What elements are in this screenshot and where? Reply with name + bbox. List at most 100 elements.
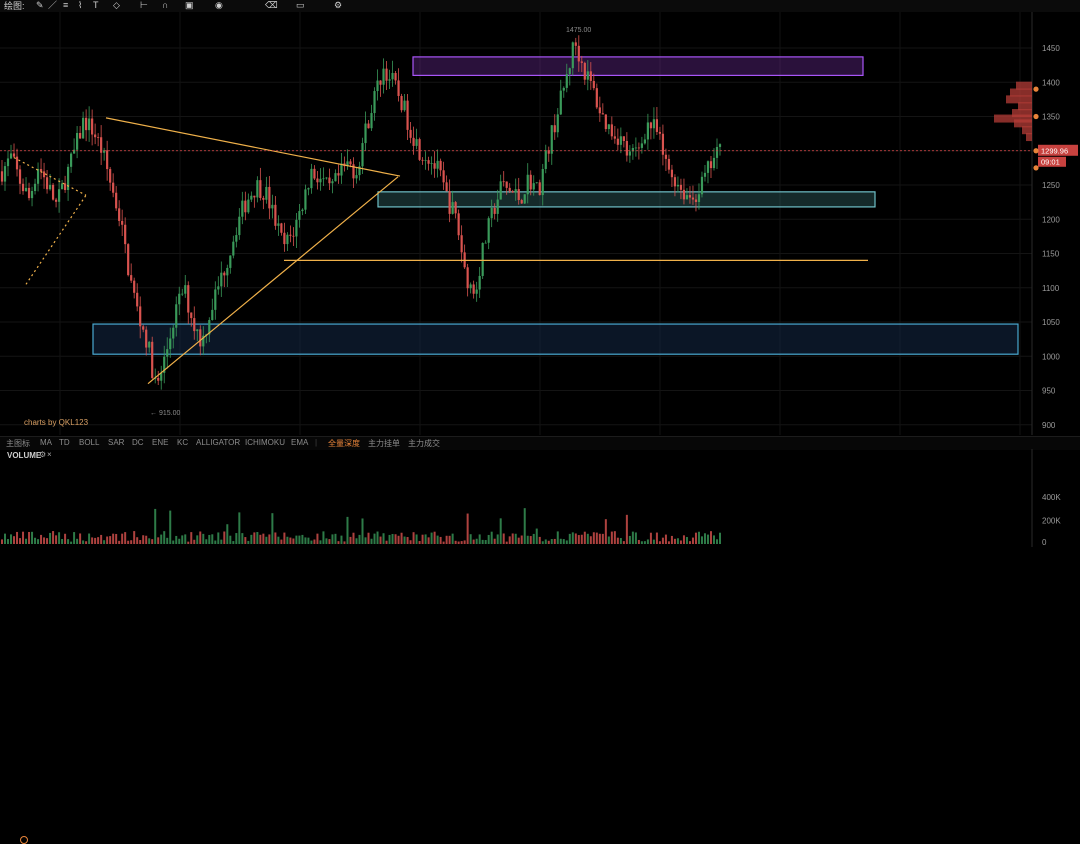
volume-bar: [685, 537, 688, 544]
volume-bar: [382, 533, 385, 544]
price-tick-label: 1150: [1042, 250, 1060, 259]
volume-bar: [715, 539, 718, 544]
indicator-sar[interactable]: SAR: [108, 438, 125, 447]
delete-icon[interactable]: ⌫: [265, 0, 278, 10]
candle-body: [628, 151, 631, 156]
indicator-boll[interactable]: BOLL: [79, 438, 100, 447]
volume-bar: [430, 532, 433, 544]
volume-bar: [166, 537, 169, 544]
volume-bar: [535, 528, 538, 544]
volume-bar: [226, 524, 229, 544]
indicator-kc[interactable]: KC: [177, 438, 189, 447]
watermark: charts by QKL123: [10, 418, 88, 844]
descending-trendline: [105, 117, 401, 177]
candle-body: [328, 177, 331, 184]
volume-bar: [679, 540, 682, 544]
volume-settings-icon[interactable]: ⚙: [39, 450, 47, 459]
volume-bar: [268, 534, 271, 544]
volume-bar: [553, 538, 556, 544]
volume-bar: [508, 536, 511, 544]
candle-body: [42, 171, 46, 178]
candle-body: [253, 195, 256, 198]
indicator-main-orders[interactable]: 主力挂单: [368, 439, 400, 448]
fib-icon[interactable]: ≡: [63, 0, 69, 10]
candle-body: [175, 304, 178, 328]
volume-bar: [541, 541, 544, 544]
volume-bar: [223, 531, 226, 544]
volume-bar: [484, 540, 487, 544]
volume-bar: [241, 533, 244, 544]
indicator-alligator[interactable]: ALLIGATOR: [196, 438, 241, 447]
volume-bar: [595, 532, 598, 544]
volume-bar: [337, 541, 340, 544]
screenshot-icon[interactable]: ▭: [296, 0, 305, 10]
volume-bar: [247, 540, 250, 544]
price-tick-label: 1050: [1042, 318, 1060, 327]
candle-body: [181, 293, 184, 295]
lock-icon[interactable]: ▣: [185, 0, 194, 10]
candle-body: [66, 166, 70, 190]
volume-bar: [16, 531, 19, 544]
pencil-icon[interactable]: ✎: [36, 0, 44, 10]
volume-bar: [523, 508, 526, 544]
volume-bar: [355, 538, 358, 544]
eye-icon[interactable]: ◉: [215, 0, 223, 10]
candle-body: [145, 329, 148, 348]
volume-bar: [118, 540, 121, 544]
trendlines: [0, 117, 1032, 385]
candle-body: [94, 134, 97, 138]
candle-body: [622, 136, 625, 142]
candle-body: [361, 143, 364, 167]
brush-icon[interactable]: ⌇: [78, 0, 83, 10]
volume-bar: [442, 541, 445, 544]
candle-body: [625, 141, 628, 156]
candle-body: [79, 132, 82, 139]
candle-body: [640, 143, 643, 148]
settings-icon[interactable]: ⚙: [334, 0, 343, 10]
line-icon[interactable]: ／: [48, 0, 58, 10]
candle-body: [667, 158, 671, 170]
indicator-full-depth[interactable]: 全量深度: [328, 439, 360, 448]
indicator-ma[interactable]: MA: [40, 438, 52, 447]
text-icon[interactable]: T: [93, 0, 99, 10]
volume-bar: [91, 537, 94, 544]
volume-bar: [640, 541, 643, 544]
indicator-dc[interactable]: DC: [132, 438, 144, 447]
candle-body: [415, 139, 418, 146]
volume-bar: [436, 535, 439, 544]
magnet-icon[interactable]: ∩: [162, 0, 169, 10]
volume-bar: [25, 538, 28, 544]
volume-bar: [154, 508, 157, 544]
volume-bar: [49, 532, 52, 544]
candle-body: [424, 160, 427, 161]
indicator-td[interactable]: TD: [59, 438, 70, 447]
volume-bar: [712, 535, 715, 544]
indicator-main-trades[interactable]: 主力成交: [408, 439, 440, 448]
candle-body: [325, 177, 328, 179]
shape-icon[interactable]: ◇: [113, 0, 120, 10]
candle-body: [619, 136, 622, 145]
indicator-ene[interactable]: ENE: [152, 438, 169, 447]
volume-bar: [271, 513, 274, 544]
candle-body: [319, 178, 322, 183]
indicator-ema[interactable]: EMA: [291, 438, 309, 447]
volume-bar: [97, 537, 100, 544]
candle-body: [109, 169, 112, 183]
volume-bar: [694, 532, 697, 544]
volume-bar: [472, 539, 475, 544]
candle-body: [571, 42, 574, 69]
indicator-main[interactable]: 主图标: [6, 439, 30, 448]
volume-bar: [148, 538, 151, 544]
price-chart[interactable]: 1450140013501300125012001150110010501000…: [0, 12, 1080, 435]
candle-body: [160, 372, 163, 381]
indicator-ichimoku[interactable]: ICHIMOKU: [245, 438, 285, 447]
volume-close-icon[interactable]: ×: [47, 450, 52, 459]
price-axis: 1450140013501300125012001150110010501000…: [1031, 12, 1078, 435]
candle-body: [664, 154, 668, 159]
ruler-icon[interactable]: ⊢: [140, 0, 148, 10]
volume-tick-label: 200K: [1042, 516, 1061, 525]
volume-bar: [544, 539, 547, 544]
volume-bar: [460, 541, 463, 544]
candle-body: [643, 139, 646, 144]
candle-body: [673, 177, 677, 187]
